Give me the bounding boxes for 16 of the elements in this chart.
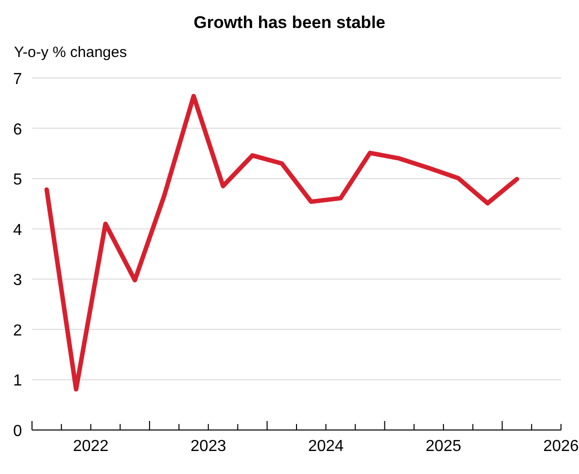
y-tick-label: 3 xyxy=(13,272,22,290)
y-tick-label: 5 xyxy=(13,172,22,189)
chart-title: Growth has been stable xyxy=(194,13,386,32)
y-tick-label: 6 xyxy=(13,121,22,138)
y-tick-label: 0 xyxy=(13,423,22,440)
y-tick-label: 4 xyxy=(13,222,22,239)
y-tick-label: 2 xyxy=(13,322,22,340)
line-series xyxy=(44,94,520,392)
x-tick-label: 2022 xyxy=(72,438,109,455)
y-tick-label: 1 xyxy=(13,372,22,390)
x-tick-label: 2025 xyxy=(426,438,462,455)
y-tick-label: 7 xyxy=(13,71,22,88)
x-tick-label: 2026 xyxy=(543,438,579,455)
x-tick-label: 2024 xyxy=(308,438,344,455)
x-tick-label: 2023 xyxy=(190,438,226,455)
y-axis-title: Y-o-y % changes xyxy=(14,44,127,61)
